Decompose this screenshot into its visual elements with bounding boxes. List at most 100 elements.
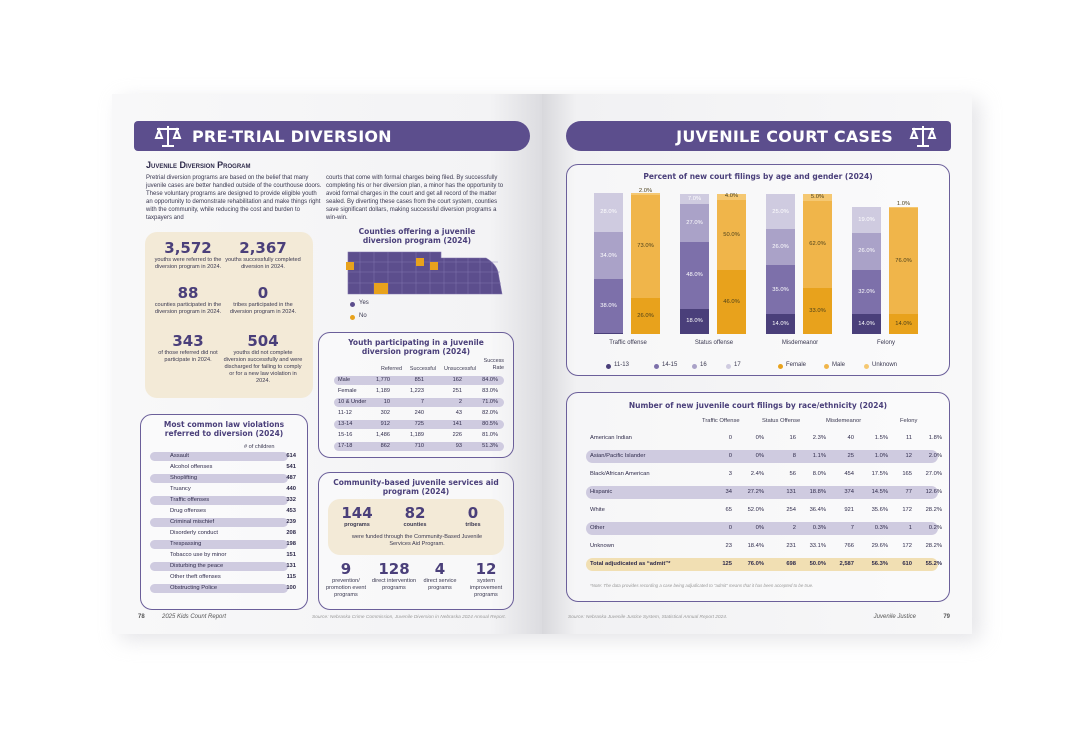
- stat-tribes: 0 tribes participated in the diversion pr…: [229, 284, 297, 315]
- gender-bar-segment: [889, 206, 918, 208]
- gender-bar-label: 76.0%: [895, 258, 912, 265]
- race-table-row: Other 0 0% 2 0.3% 7 0.3% 1 0.2%: [586, 522, 942, 535]
- youth-table-title: Youth participating in a juvenile divers…: [348, 338, 484, 356]
- race-row-value: 28.2%: [925, 543, 942, 549]
- race-row-value: 36.4%: [809, 507, 826, 513]
- race-row-value: 0: [728, 453, 732, 459]
- age-bar-label: 14.0%: [772, 321, 789, 328]
- age-bar-segment: [594, 279, 623, 333]
- race-row-value: 374: [844, 489, 854, 495]
- stat-counties: 88 counties participated in the diversion…: [154, 284, 222, 315]
- youth-row-value: 162: [452, 377, 462, 383]
- race-table-row: Unknown 23 18.4% 231 33.1% 766 29.6% 172 28.2%: [586, 540, 942, 553]
- youth-table-row: 17-18 862 710 93 51.3%: [334, 442, 504, 451]
- intro-text-col1: Pretrial diversion programs are based on…: [146, 175, 322, 221]
- race-row-value: 1.8%: [928, 435, 942, 441]
- gender-bar-label: 1.0%: [896, 201, 911, 207]
- right-source: Source: Nebraska Juvenile Justice System…: [568, 615, 728, 620]
- race-row-value: 172: [902, 543, 912, 549]
- gender-bar-segment: [717, 269, 746, 334]
- chart-category-label: Felony: [876, 340, 895, 346]
- scales-of-justice-icon: [154, 126, 182, 147]
- race-row-value: 254: [786, 507, 796, 513]
- stat-completed: 2,367 youths successfully completed diver…: [225, 239, 301, 270]
- legend-age-label: 17: [734, 362, 741, 368]
- services-direct-service: 4 direct service programs: [423, 560, 457, 591]
- law-violation-count: 151: [286, 552, 296, 558]
- left-banner: PRE-TRIAL DIVERSION: [134, 121, 530, 151]
- age-bar-label: 18.0%: [686, 318, 703, 325]
- race-row-value: 0%: [755, 435, 764, 441]
- race-row-value: 0%: [755, 453, 764, 459]
- age-bar-segment: [594, 332, 623, 334]
- race-row-value: 0.2%: [928, 525, 942, 531]
- filings-chart-box: [566, 164, 950, 376]
- youth-row-label: Male: [338, 377, 351, 383]
- race-row-value: 2.3%: [812, 435, 826, 441]
- law-violation-count: 541: [286, 464, 296, 470]
- race-row-value: 18.4%: [747, 543, 764, 549]
- race-row-value: 125: [722, 561, 732, 567]
- age-bar-segment: [766, 194, 795, 229]
- legend-yes-swatch: [350, 302, 355, 307]
- race-row-value: 165: [902, 471, 912, 477]
- youth-row-value: 141: [452, 421, 462, 427]
- race-row-value: 0.3%: [812, 525, 826, 531]
- age-bar-segment: [594, 192, 623, 232]
- race-row-value: 12.6%: [925, 489, 942, 495]
- race-table-row: American Indian 0 0% 16 2.3% 40 1.5% 11 1.8%: [586, 432, 942, 445]
- services-intervention: 128 direct intervention programs: [371, 560, 417, 591]
- law-violation-count: 208: [286, 530, 296, 536]
- legend-gender-swatch: [824, 364, 829, 369]
- age-bar-segment: [852, 206, 881, 234]
- youth-row-value: 10: [383, 399, 390, 405]
- gender-bar-label: 26.0%: [637, 312, 654, 319]
- race-row-value: 29.6%: [871, 543, 888, 549]
- age-bar-label: 25.0%: [772, 208, 789, 215]
- law-violation-count: 239: [286, 519, 296, 525]
- race-row-label: Asian/Pacific Islander: [590, 453, 646, 459]
- race-table-header: Traffic Offense Status Offense Misdemean…: [702, 418, 918, 424]
- race-row-label: American Indian: [590, 435, 632, 441]
- law-violation-row: Drug offenses 453: [150, 507, 296, 516]
- race-row-value: 921: [844, 507, 854, 513]
- age-bar-label: 14.0%: [858, 321, 875, 328]
- chart-category-label: Misdemeanor: [781, 340, 819, 346]
- gender-bar-label: 73.0%: [637, 243, 654, 250]
- legend-no-swatch: [350, 315, 355, 320]
- age-bar-segment: [766, 229, 795, 266]
- race-table-row: Hispanic 34 27.2% 131 18.8% 374 14.5% 77 12.6%: [586, 486, 942, 499]
- legend-gender-swatch: [778, 364, 783, 369]
- intro-text-col2: courts that come with formal charges bei…: [326, 175, 504, 221]
- youth-row-value: 81.0%: [482, 432, 498, 438]
- gender-bar-segment: [631, 297, 660, 334]
- law-violation-row: Truancy 440: [150, 485, 296, 494]
- race-row-value: 27.0%: [925, 471, 942, 477]
- legend-no-label: No: [359, 313, 367, 319]
- law-violation-row: Disturbing the peace 131: [150, 562, 296, 571]
- race-row-value: 1.5%: [874, 435, 888, 441]
- age-bar-segment: [852, 233, 881, 270]
- race-row-value: 25: [847, 453, 854, 459]
- race-row-value: 55.2%: [925, 561, 942, 567]
- youth-table-box: [318, 332, 514, 458]
- right-footer-title: Juvenile Justice: [873, 614, 916, 620]
- nebraska-county-map: [346, 251, 503, 295]
- race-row-label: Other: [590, 525, 605, 531]
- youth-row-value: 1,189: [376, 388, 390, 394]
- services-title: Community-based juvenile services aid pr…: [333, 478, 499, 496]
- legend-age-label: 16: [700, 362, 707, 368]
- law-violation-label: Disorderly conduct: [170, 530, 219, 536]
- left-source: Source: Nebraska Crime Commission, Juven…: [312, 615, 506, 620]
- law-violation-label: Criminal mischief: [170, 519, 215, 525]
- gender-bar-label: 5.0%: [810, 194, 825, 200]
- chart-title: Percent of new court filings by age and …: [643, 172, 873, 181]
- law-violation-label: Truancy: [170, 486, 191, 492]
- law-violation-count: 198: [286, 541, 296, 547]
- stat-did-not-participate: 343 of those referred did not participate…: [158, 332, 218, 363]
- race-row-label: Black/African American: [590, 471, 650, 477]
- diversion-stats-box: [145, 232, 313, 398]
- youth-row-label: 17-18: [338, 443, 353, 449]
- right-page: JUVENILE COURT CASES Percent of new cour…: [542, 94, 972, 634]
- race-row-value: 52.0%: [747, 507, 764, 513]
